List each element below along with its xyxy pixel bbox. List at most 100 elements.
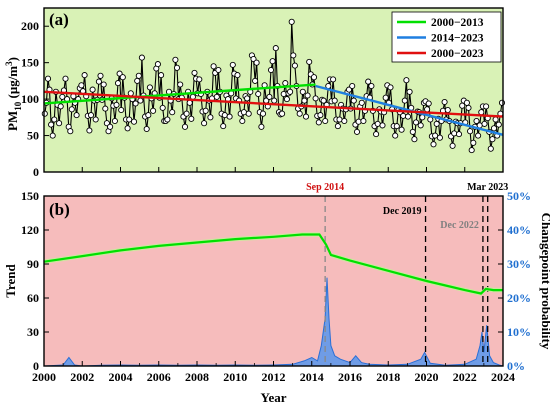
observed-point	[56, 120, 63, 127]
observed-point	[215, 66, 222, 74]
ylabel-base: PM	[5, 111, 20, 131]
observed-point	[51, 116, 58, 123]
observed-point	[463, 99, 470, 106]
panel-a-legend: 2000−2013 2014−2023 2000−2023	[391, 11, 502, 63]
observed-point	[62, 75, 69, 82]
observed-point	[181, 123, 189, 130]
b-y-tick-label: 30	[27, 325, 39, 339]
observed-point	[322, 117, 329, 125]
observed-point	[409, 128, 416, 135]
observed-point	[483, 103, 490, 110]
observed-point	[119, 74, 126, 81]
b-y-tick-label: 120	[21, 223, 39, 237]
observed-point	[67, 128, 74, 135]
b-y-tick-label: 90	[27, 257, 39, 271]
b-y-tick-label: 60	[27, 291, 39, 305]
observed-point	[299, 88, 306, 95]
observed-point	[487, 145, 494, 152]
observed-point	[465, 104, 472, 111]
observed-point	[349, 82, 356, 90]
observed-point	[481, 120, 488, 127]
b-y2-tick-label: 0%	[507, 359, 525, 373]
observed-point	[59, 93, 66, 100]
observed-point	[100, 81, 107, 88]
observed-point	[379, 122, 386, 129]
panel-b: 0 30 60 90 120 150 0% 10% 20% 30% 40% 50% 2000 2002 20…	[3, 189, 550, 405]
panel-b-changepoint-probability	[43, 277, 504, 367]
ylabel-mid: (μg/m	[5, 66, 20, 102]
b-x-tick-label: 2018	[376, 370, 400, 384]
observed-point	[291, 62, 298, 69]
observed-point	[478, 109, 485, 116]
panel-b-x-axis-title: Year	[261, 390, 287, 405]
observed-point	[255, 90, 262, 98]
observed-point	[234, 72, 241, 79]
observed-point	[135, 72, 142, 79]
observed-point	[271, 97, 278, 104]
a-y-tick-label: 100	[21, 92, 39, 106]
observed-point	[272, 45, 279, 52]
observed-point	[81, 72, 88, 79]
b-x-tick-label: 2006	[147, 370, 171, 384]
observed-point	[400, 112, 407, 119]
observed-point	[118, 106, 125, 114]
observed-point	[196, 76, 203, 83]
b-x-tick-label: 2002	[70, 370, 94, 384]
observed-point	[365, 78, 372, 85]
observed-point	[436, 134, 443, 141]
observed-point	[89, 86, 96, 93]
b-y-tick-label: 0	[33, 359, 39, 373]
observed-point	[132, 100, 139, 107]
observed-point	[87, 112, 95, 119]
panel-b-trend-band	[43, 232, 503, 296]
observed-point	[401, 97, 408, 104]
observed-point	[489, 136, 496, 143]
b-y2-tick-label: 40%	[507, 223, 531, 237]
observed-point	[315, 119, 322, 126]
observed-point	[310, 74, 318, 81]
observed-point	[444, 106, 451, 114]
observed-point	[107, 123, 114, 130]
observed-point	[252, 77, 259, 84]
observed-point	[41, 110, 48, 117]
observed-point	[97, 72, 104, 79]
b-x-tick-label: 2014	[300, 370, 324, 384]
observed-point	[158, 72, 165, 79]
a-y-tick-label: 0	[33, 165, 39, 179]
observed-point	[267, 66, 275, 74]
panel-b-label: (b)	[49, 200, 70, 219]
observed-point	[387, 84, 394, 91]
b-y2-tick-label: 30%	[507, 257, 531, 271]
observed-point	[114, 80, 122, 87]
observed-point	[404, 113, 412, 120]
changepoint-probability-area	[43, 277, 504, 367]
observed-point	[113, 101, 120, 108]
observed-point	[126, 116, 133, 123]
observed-point	[48, 121, 55, 128]
trend-line-2000−2013	[43, 83, 316, 105]
observed-point	[430, 141, 437, 148]
ylabel-end: )	[5, 57, 20, 61]
observed-point	[353, 128, 361, 135]
observed-point	[412, 119, 420, 126]
observed-point	[283, 96, 290, 103]
observed-point	[201, 120, 208, 127]
observed-point	[210, 63, 217, 70]
panel-b-y-axis-title: Trend	[3, 264, 18, 298]
a-y-tick-label: 150	[21, 56, 39, 70]
observed-point	[172, 56, 179, 63]
panel-b-axes: 0 30 60 90 120 150 0% 10% 20% 30% 40% 50% 2000 2002 20…	[21, 189, 531, 384]
panel-a-observed-series	[41, 18, 506, 154]
b-x-tick-label: 2004	[109, 370, 133, 384]
observed-point	[49, 132, 56, 139]
observed-point	[124, 125, 131, 132]
observed-point	[455, 131, 463, 138]
observed-point	[202, 107, 209, 114]
b-x-tick-label: 2024	[491, 370, 515, 384]
b-y2-tick-label: 20%	[507, 291, 531, 305]
b-y2-tick-label: 50%	[507, 189, 531, 203]
observed-point	[360, 117, 367, 125]
legend-entry: 2000−2023	[431, 48, 484, 60]
observed-point	[173, 64, 181, 71]
a-y-tick-label: 50	[27, 129, 39, 143]
